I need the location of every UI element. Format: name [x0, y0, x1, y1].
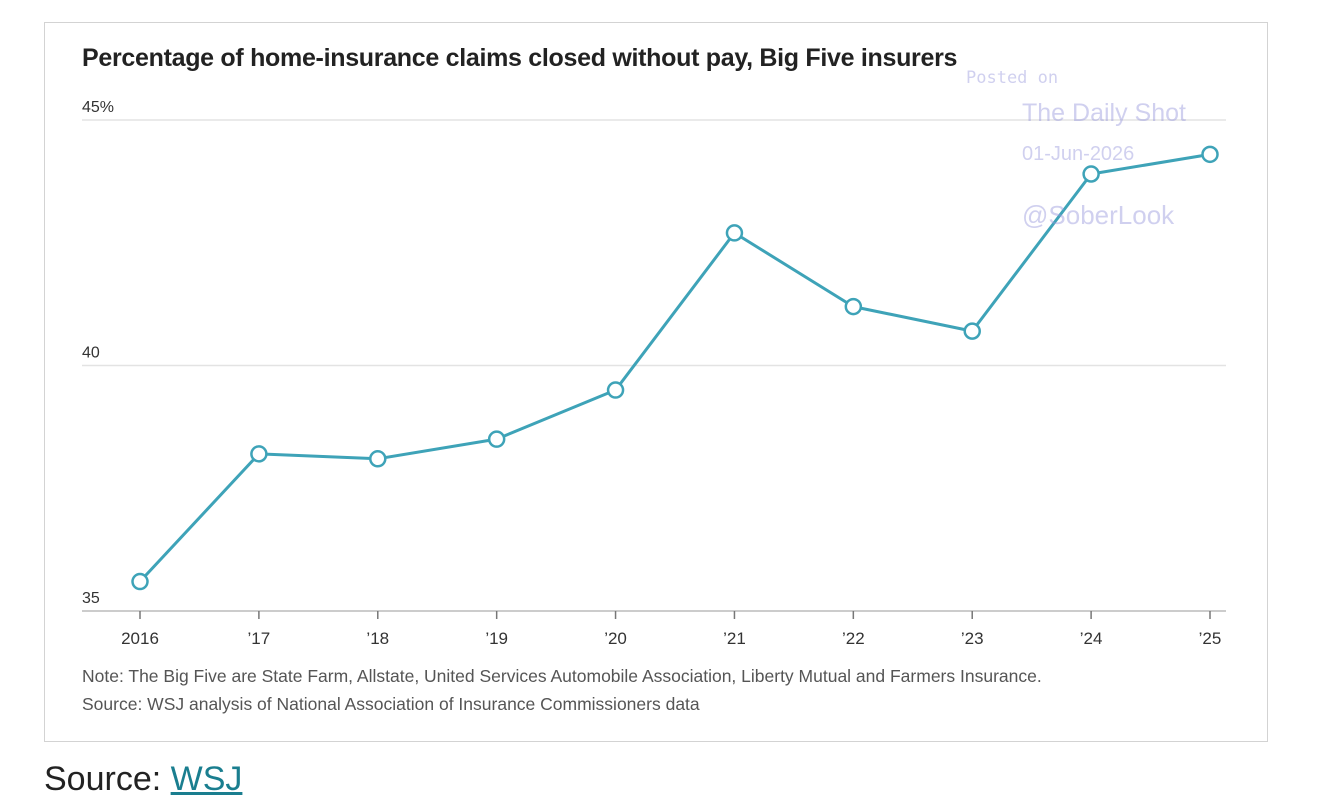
x-tick-label: ’24: [1080, 629, 1103, 648]
series-line: [138, 152, 1211, 583]
source-caption: Source: WSJ: [44, 760, 242, 799]
x-tick-label: ’17: [248, 629, 271, 648]
y-tick-label: 45%: [82, 99, 114, 116]
source-caption-label: Source:: [44, 760, 171, 798]
chart-note: Note: The Big Five are State Farm, Allst…: [82, 666, 1042, 686]
data-point: [487, 430, 506, 448]
y-tick-label: 35: [82, 590, 100, 607]
x-tick-label: ’19: [485, 629, 508, 648]
x-tick-label: ’20: [604, 629, 627, 648]
source-link[interactable]: WSJ: [170, 760, 243, 798]
data-point: [1082, 165, 1100, 183]
x-tick-label: ’25: [1199, 629, 1222, 648]
y-tick-label: 40: [82, 345, 100, 362]
x-tick-label: ’21: [723, 629, 746, 648]
x-tick-label: 2016: [121, 629, 159, 648]
x-tick-label: ’22: [842, 629, 865, 648]
watermark-handle: @SoberLook: [1022, 200, 1175, 230]
x-tick-label: ’18: [366, 629, 389, 648]
data-point: [1201, 145, 1219, 164]
data-point: [131, 572, 149, 591]
watermark-posted: Posted on: [966, 68, 1059, 88]
chart-title: Percentage of home-insurance claims clos…: [82, 44, 958, 72]
data-point: [369, 450, 387, 468]
data-point: [250, 445, 268, 463]
watermark-name: The Daily Shot: [1022, 99, 1186, 127]
x-tick-label: ’23: [961, 629, 984, 648]
data-point: [725, 224, 744, 242]
data-point: [606, 381, 625, 399]
chart-card: [44, 22, 1268, 742]
data-point: [963, 322, 981, 340]
chart-source: Source: WSJ analysis of National Associa…: [82, 694, 700, 714]
data-point: [844, 297, 863, 316]
watermark-date: 01-Jun-2026: [1022, 143, 1135, 165]
